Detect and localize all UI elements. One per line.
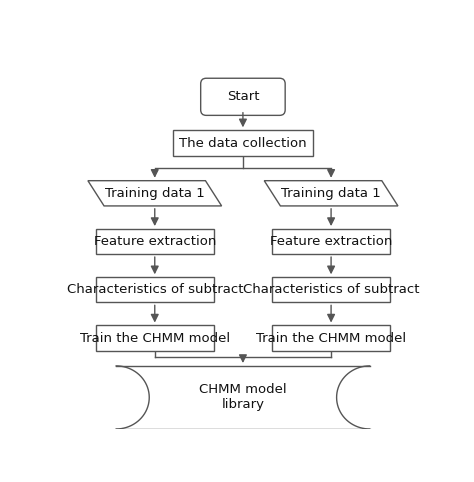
Text: Start: Start xyxy=(227,90,259,103)
Text: Train the CHMM model: Train the CHMM model xyxy=(256,332,406,345)
Text: CHMM model
library: CHMM model library xyxy=(199,384,287,412)
Bar xyxy=(96,229,213,254)
Polygon shape xyxy=(88,181,222,206)
Text: Training data 1: Training data 1 xyxy=(281,187,381,200)
Polygon shape xyxy=(264,181,398,206)
Bar xyxy=(96,325,213,351)
Bar xyxy=(272,325,390,351)
Text: Train the CHMM model: Train the CHMM model xyxy=(80,332,230,345)
Text: Feature extraction: Feature extraction xyxy=(93,235,216,248)
Text: Characteristics of subtract: Characteristics of subtract xyxy=(243,283,419,296)
Bar xyxy=(173,130,313,156)
Text: Training data 1: Training data 1 xyxy=(105,187,205,200)
FancyBboxPatch shape xyxy=(201,78,285,115)
Bar xyxy=(96,277,213,302)
Bar xyxy=(272,277,390,302)
Text: The data collection: The data collection xyxy=(179,137,307,150)
Bar xyxy=(272,229,390,254)
Text: Feature extraction: Feature extraction xyxy=(270,235,392,248)
Text: Characteristics of subtract: Characteristics of subtract xyxy=(66,283,243,296)
